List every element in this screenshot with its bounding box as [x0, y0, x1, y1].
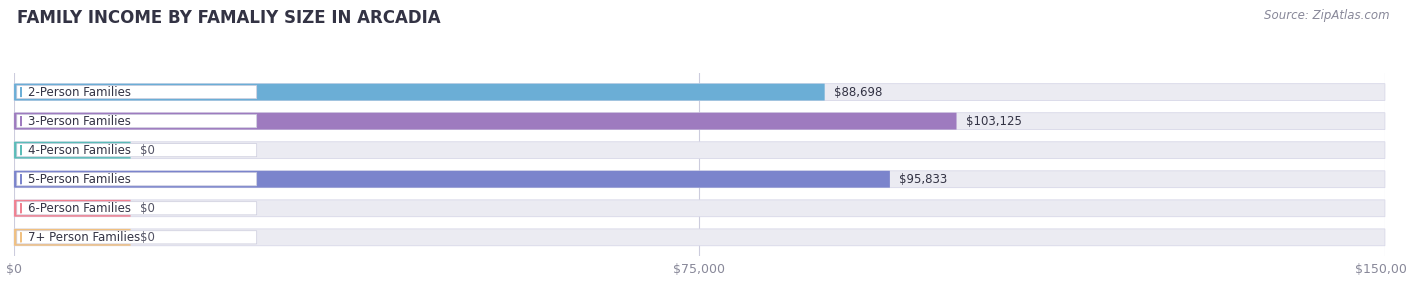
FancyBboxPatch shape	[14, 113, 956, 130]
FancyBboxPatch shape	[14, 171, 890, 188]
Text: Source: ZipAtlas.com: Source: ZipAtlas.com	[1264, 9, 1389, 22]
Text: $0: $0	[141, 202, 155, 215]
FancyBboxPatch shape	[17, 115, 257, 128]
Text: 7+ Person Families: 7+ Person Families	[28, 231, 141, 244]
FancyBboxPatch shape	[17, 85, 257, 99]
Text: 5-Person Families: 5-Person Families	[28, 173, 131, 186]
FancyBboxPatch shape	[17, 173, 257, 186]
Text: $0: $0	[141, 144, 155, 157]
Text: $103,125: $103,125	[966, 115, 1022, 127]
FancyBboxPatch shape	[14, 229, 131, 246]
Text: 6-Person Families: 6-Person Families	[28, 202, 131, 215]
FancyBboxPatch shape	[14, 200, 131, 217]
FancyBboxPatch shape	[14, 113, 1385, 130]
FancyBboxPatch shape	[14, 142, 1385, 159]
FancyBboxPatch shape	[14, 142, 131, 159]
FancyBboxPatch shape	[14, 171, 1385, 188]
FancyBboxPatch shape	[14, 200, 1385, 217]
FancyBboxPatch shape	[17, 202, 257, 215]
FancyBboxPatch shape	[17, 144, 257, 157]
Text: 4-Person Families: 4-Person Families	[28, 144, 131, 157]
Text: FAMILY INCOME BY FAMALIY SIZE IN ARCADIA: FAMILY INCOME BY FAMALIY SIZE IN ARCADIA	[17, 9, 440, 27]
Text: 2-Person Families: 2-Person Families	[28, 86, 131, 99]
FancyBboxPatch shape	[14, 229, 1385, 246]
FancyBboxPatch shape	[17, 231, 257, 244]
Text: $0: $0	[141, 231, 155, 244]
Text: 3-Person Families: 3-Person Families	[28, 115, 131, 127]
Text: $88,698: $88,698	[834, 86, 883, 99]
FancyBboxPatch shape	[14, 84, 1385, 101]
Text: $95,833: $95,833	[900, 173, 948, 186]
FancyBboxPatch shape	[14, 84, 825, 101]
